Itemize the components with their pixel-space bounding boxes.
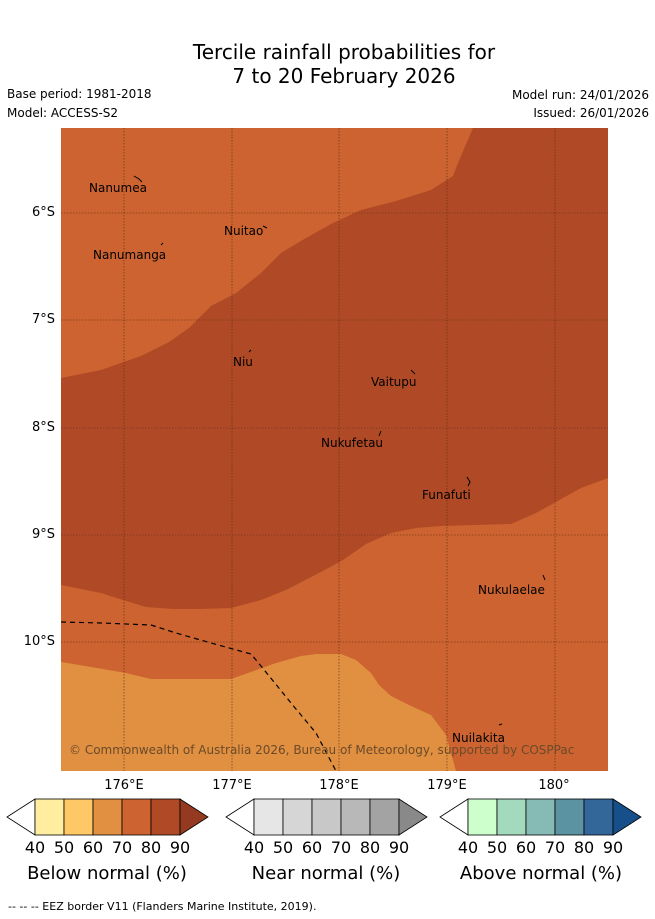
lat-label-8s: 8°S <box>31 420 55 435</box>
below-tick-60: 60 <box>82 838 104 857</box>
below-swatch-4 <box>121 798 152 836</box>
above-swatch-2 <box>496 798 527 836</box>
above-tick-60: 60 <box>515 838 537 857</box>
island-label-nukufetau: Nukufetau <box>321 436 384 450</box>
island-label-funafuti: Funafuti <box>422 488 471 502</box>
above-extend-low <box>439 798 469 836</box>
below-swatch-2 <box>63 798 94 836</box>
above-tick-80: 80 <box>573 838 595 857</box>
near-swatch-1 <box>253 798 284 836</box>
above-tick-50: 50 <box>486 838 508 857</box>
model-run: Model run: 24/01/2026 <box>511 88 649 102</box>
below-extend-low <box>6 798 36 836</box>
legend-above-label: Above normal (%) <box>459 863 623 884</box>
near-tick-40: 40 <box>243 838 265 857</box>
legend-below-label: Below normal (%) <box>27 863 187 884</box>
island-label-nanumanga: Nanumanga <box>93 248 167 262</box>
rainfall-map <box>61 128 608 771</box>
below-tick-70: 70 <box>111 838 133 857</box>
above-swatch-1 <box>467 798 498 836</box>
above-tick-90: 90 <box>602 838 624 857</box>
island-label-nanumea: Nanumea <box>89 181 147 195</box>
lat-label-7s: 7°S <box>31 312 55 327</box>
issued-date: Issued: 26/01/2026 <box>533 106 649 120</box>
title-line-2: 7 to 20 February 2026 <box>232 64 456 88</box>
below-tick-90: 90 <box>169 838 191 857</box>
lon-label-177e: 177°E <box>212 778 252 793</box>
below-tick-80: 80 <box>140 838 162 857</box>
above-swatch-3 <box>525 798 556 836</box>
near-extend-low <box>225 798 255 836</box>
near-swatch-3 <box>311 798 342 836</box>
near-tick-50: 50 <box>272 838 294 857</box>
near-tick-70: 70 <box>330 838 352 857</box>
model-name: Model: ACCESS-S2 <box>7 106 119 120</box>
graticule <box>61 128 608 771</box>
near-tick-80: 80 <box>359 838 381 857</box>
legend-colorbars <box>6 798 642 836</box>
lon-label-176e: 176°E <box>104 778 144 793</box>
lon-label-178e: 178°E <box>319 778 359 793</box>
above-extend-high <box>612 798 642 836</box>
map-title: Tercile rainfall probabilities for 7 to … <box>0 40 655 88</box>
island-label-vaitupu: Vaitupu <box>371 375 417 389</box>
colorbar-below-normal <box>6 798 209 836</box>
below-swatch-5 <box>150 798 181 836</box>
near-tick-60: 60 <box>301 838 323 857</box>
colorbar-near-normal <box>225 798 428 836</box>
above-swatch-5 <box>583 798 614 836</box>
near-swatch-2 <box>282 798 313 836</box>
above-tick-40: 40 <box>457 838 479 857</box>
island-label-nuitao: Nuitao <box>224 224 264 238</box>
above-tick-70: 70 <box>544 838 566 857</box>
legend-near-label: Near normal (%) <box>251 863 401 884</box>
eez-footnote: -- -- -- EEZ border V11 (Flanders Marine… <box>8 900 317 913</box>
lon-label-180: 180° <box>538 778 570 793</box>
map-copyright: © Commonwealth of Australia 2026, Bureau… <box>69 743 575 757</box>
title-line-1: Tercile rainfall probabilities for <box>192 40 496 64</box>
lon-label-179e: 179°E <box>427 778 467 793</box>
below-swatch-1 <box>34 798 65 836</box>
colorbar-above-normal <box>439 798 642 836</box>
island-shapes <box>133 175 546 726</box>
zone-below-80-90 <box>61 128 608 609</box>
island-label-nuilakita: Nuilakita <box>452 731 505 745</box>
base-period: Base period: 1981-2018 <box>7 87 152 101</box>
below-tick-50: 50 <box>53 838 75 857</box>
below-swatch-3 <box>92 798 123 836</box>
below-tick-40: 40 <box>24 838 46 857</box>
eez-border <box>61 621 337 771</box>
near-swatch-5 <box>369 798 400 836</box>
near-tick-90: 90 <box>388 838 410 857</box>
island-label-niu: Niu <box>233 355 253 369</box>
lat-label-9s: 9°S <box>31 527 55 542</box>
zone-below-60-70 <box>61 654 456 771</box>
lat-label-10s: 10°S <box>23 634 55 649</box>
above-swatch-4 <box>554 798 585 836</box>
island-label-nukulaelae: Nukulaelae <box>478 583 545 597</box>
lat-label-6s: 6°S <box>31 205 55 220</box>
near-extend-high <box>398 798 428 836</box>
below-extend-high <box>179 798 209 836</box>
near-swatch-4 <box>340 798 371 836</box>
